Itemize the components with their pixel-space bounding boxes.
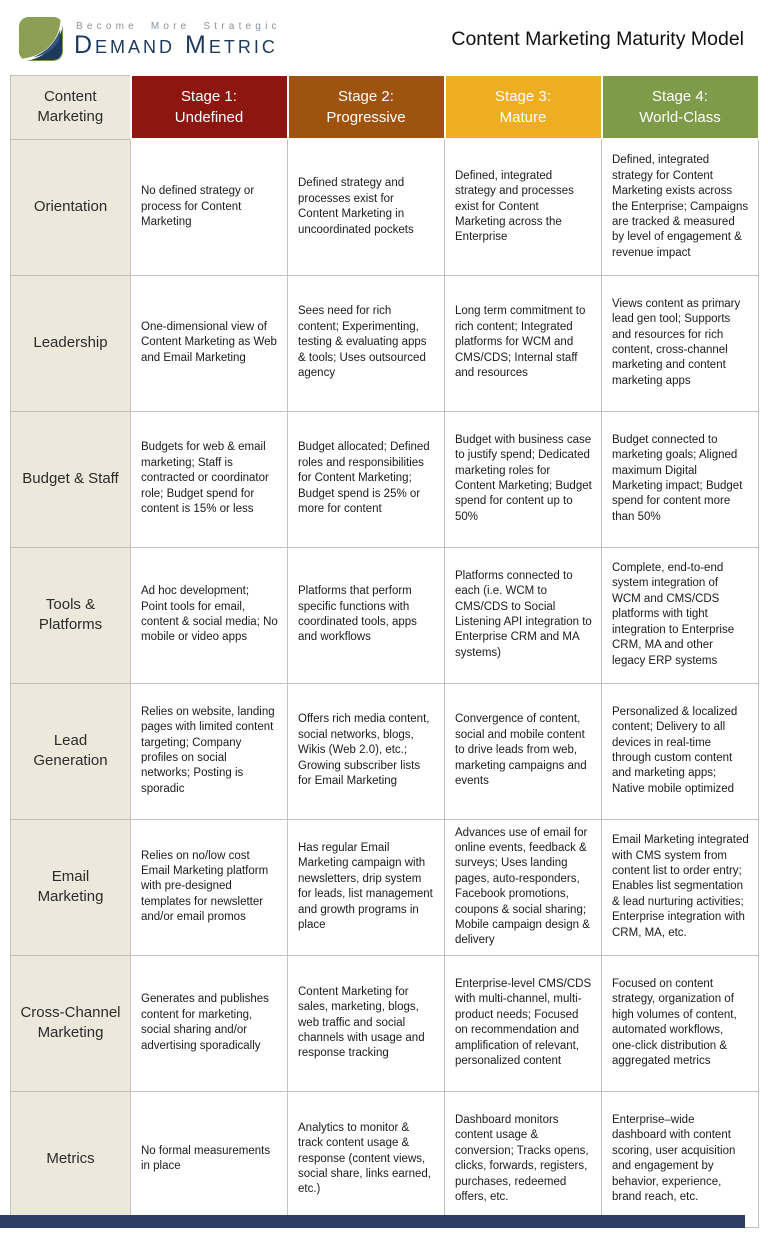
header-row: Content Marketing Stage 1: Undefined Sta… (10, 74, 760, 140)
cell-orientation-stage-2: Defined strategy and processes exist for… (287, 138, 445, 276)
cell-leadership-stage-3: Long term commitment to rich content; In… (444, 274, 602, 412)
cell-tools-platforms-stage-2: Platforms that perform specific function… (287, 546, 445, 684)
row-label-tools-platforms: Tools & Platforms (10, 546, 131, 684)
cell-budget-staff-stage-4: Budget connected to marketing goals; Ali… (601, 410, 759, 548)
brand-name: Demand Metric (74, 30, 278, 59)
row-label-email-marketing: Email Marketing (10, 818, 131, 956)
stage-3-name: Stage 3: (495, 88, 551, 105)
table-row-leadership: Leadership One-dimensional view of Conte… (10, 274, 759, 412)
cell-cross-channel-stage-3: Enterprise-level CMS/CDS with multi-chan… (444, 954, 602, 1092)
cell-metrics-stage-2: Analytics to monitor & track content usa… (287, 1090, 445, 1228)
cell-budget-staff-stage-1: Budgets for web & email marketing; Staff… (130, 410, 288, 548)
page-title: Content Marketing Maturity Model (451, 27, 744, 50)
footer-bar (0, 1215, 745, 1228)
stage-2-level: Progressive (326, 109, 406, 126)
row-label-orientation: Orientation (10, 138, 131, 276)
cell-cross-channel-stage-4: Focused on content strategy, organizatio… (601, 954, 759, 1092)
cell-leadership-stage-4: Views content as primary lead gen tool; … (601, 274, 759, 412)
cell-email-marketing-stage-3: Advances use of email for online events,… (444, 818, 602, 956)
row-label-lead-generation: Lead Generation (10, 682, 131, 820)
cell-lead-generation-stage-2: Offers rich media content, social networ… (287, 682, 445, 820)
demand-metric-logo-icon (18, 16, 64, 62)
row-label-cross-channel-marketing: Cross-Channel Marketing (10, 954, 131, 1092)
stage-2-name: Stage 2: (338, 88, 394, 105)
stage-2-header: Stage 2: Progressive (286, 74, 446, 140)
table-row-tools-platforms: Tools & Platforms Ad hoc development; Po… (10, 546, 759, 684)
stage-1-level: Undefined (174, 109, 244, 126)
cell-email-marketing-stage-2: Has regular Email Marketing campaign wit… (287, 818, 445, 956)
brand-tagline: Become More Strategic (76, 20, 281, 32)
cell-orientation-stage-1: No defined strategy or process for Conte… (130, 138, 288, 276)
cell-budget-staff-stage-2: Budget allocated; Defined roles and resp… (287, 410, 445, 548)
stage-4-header: Stage 4: World-Class (600, 74, 760, 140)
stage-3-level: Mature (499, 109, 547, 126)
table-row-lead-generation: Lead Generation Relies on website, landi… (10, 682, 759, 820)
cell-tools-platforms-stage-4: Complete, end-to-end system integration … (601, 546, 759, 684)
cell-tools-platforms-stage-3: Platforms connected to each (i.e. WCM to… (444, 546, 602, 684)
corner-header: Content Marketing (10, 74, 131, 140)
row-label-leadership: Leadership (10, 274, 131, 412)
cell-metrics-stage-3: Dashboard monitors content usage & conve… (444, 1090, 602, 1228)
stage-3-header: Stage 3: Mature (443, 74, 603, 140)
page-header: Become More Strategic Demand Metric Cont… (0, 0, 768, 72)
cell-lead-generation-stage-1: Relies on website, landing pages with li… (130, 682, 288, 820)
cell-lead-generation-stage-3: Convergence of content, social and mobil… (444, 682, 602, 820)
stage-4-name: Stage 4: (652, 88, 708, 105)
cell-budget-staff-stage-3: Budget with business case to justify spe… (444, 410, 602, 548)
maturity-model-table: Content Marketing Stage 1: Undefined Sta… (10, 74, 760, 1228)
cell-leadership-stage-1: One-dimensional view of Content Marketin… (130, 274, 288, 412)
stage-4-level: World-Class (639, 109, 721, 126)
row-label-budget-staff: Budget & Staff (10, 410, 131, 548)
cell-metrics-stage-1: No formal measurements in place (130, 1090, 288, 1228)
table-row-orientation: Orientation No defined strategy or proce… (10, 138, 759, 276)
table-row-budget-staff: Budget & Staff Budgets for web & email m… (10, 410, 759, 548)
table-row-email-marketing: Email Marketing Relies on no/low cost Em… (10, 818, 759, 956)
cell-cross-channel-stage-2: Content Marketing for sales, marketing, … (287, 954, 445, 1092)
cell-lead-generation-stage-4: Personalized & localized content; Delive… (601, 682, 759, 820)
cell-metrics-stage-4: Enterprise–wide dashboard with content s… (601, 1090, 759, 1228)
brand-logo: Become More Strategic Demand Metric (18, 16, 281, 62)
cell-leadership-stage-2: Sees need for rich content; Experimentin… (287, 274, 445, 412)
cell-cross-channel-stage-1: Generates and publishes content for mark… (130, 954, 288, 1092)
cell-orientation-stage-3: Defined, integrated strategy and process… (444, 138, 602, 276)
cell-orientation-stage-4: Defined, integrated strategy for Content… (601, 138, 759, 276)
stage-1-name: Stage 1: (181, 88, 237, 105)
brand-text-block: Become More Strategic Demand Metric (74, 21, 281, 58)
row-label-metrics: Metrics (10, 1090, 131, 1228)
cell-tools-platforms-stage-1: Ad hoc development; Point tools for emai… (130, 546, 288, 684)
table-row-cross-channel-marketing: Cross-Channel Marketing Generates and pu… (10, 954, 759, 1092)
cell-email-marketing-stage-1: Relies on no/low cost Email Marketing pl… (130, 818, 288, 956)
stage-1-header: Stage 1: Undefined (129, 74, 289, 140)
table-row-metrics: Metrics No formal measurements in place … (10, 1090, 759, 1228)
cell-email-marketing-stage-4: Email Marketing integrated with CMS syst… (601, 818, 759, 956)
